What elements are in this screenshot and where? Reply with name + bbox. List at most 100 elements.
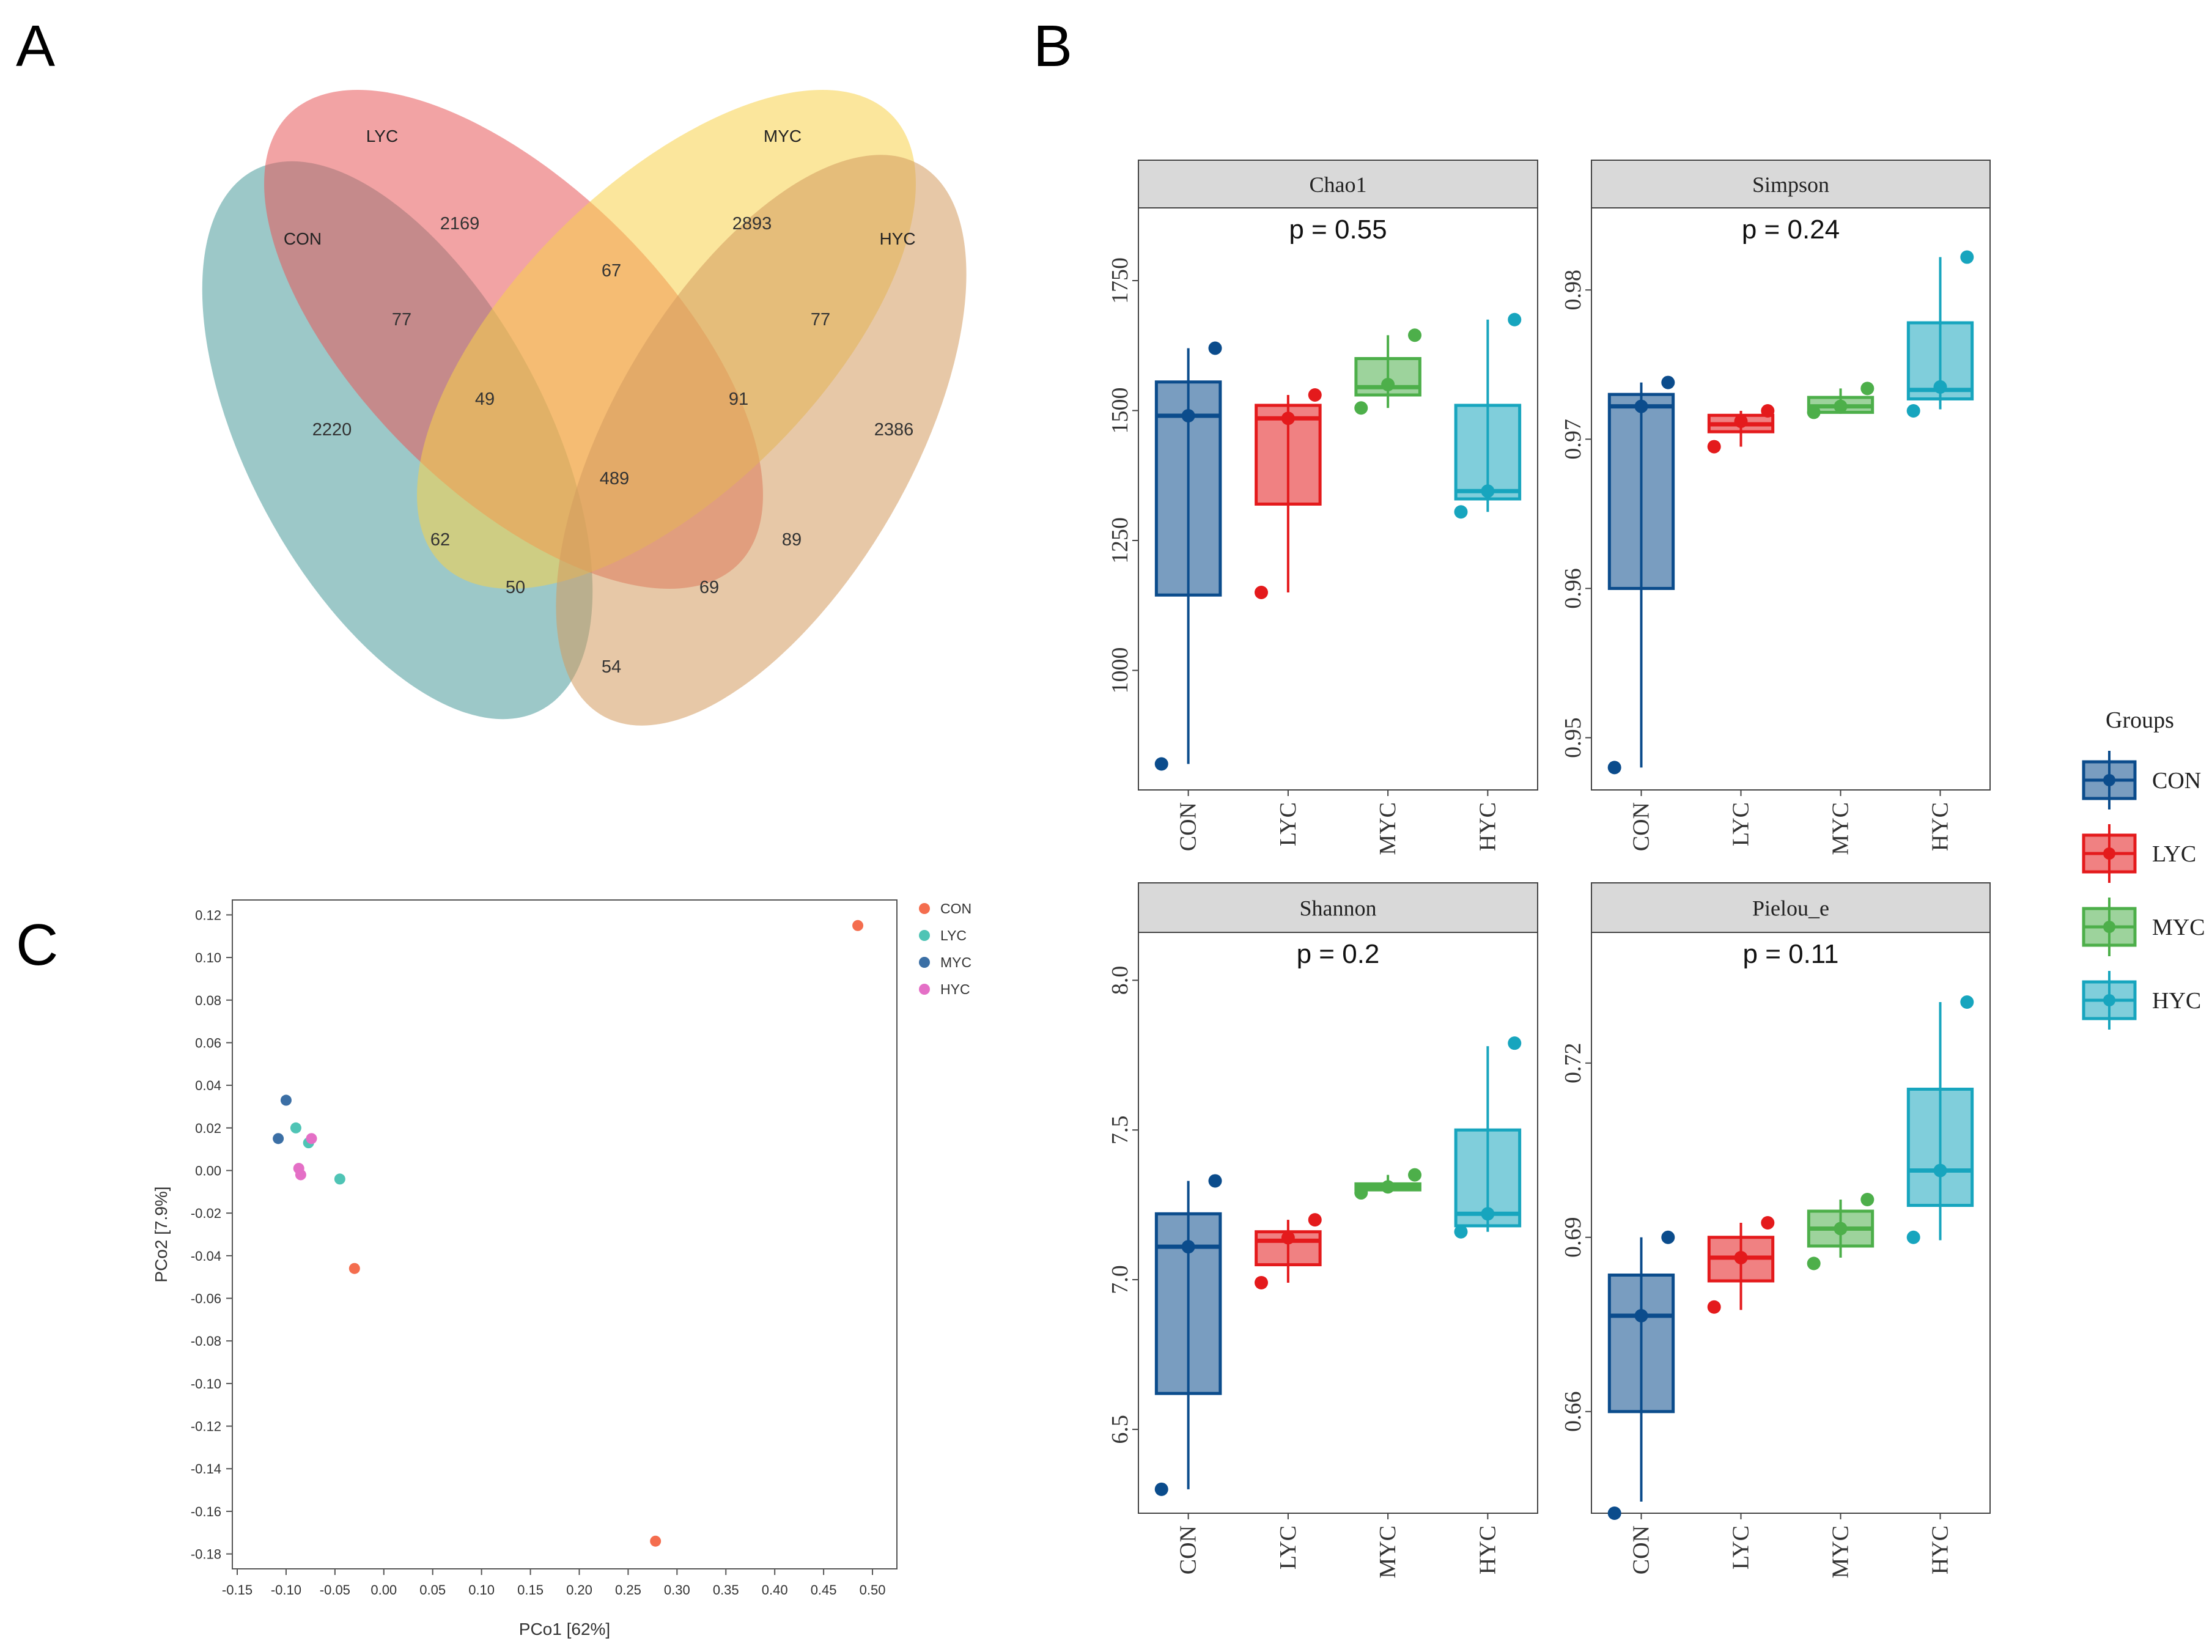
data-point xyxy=(1208,341,1222,355)
legend-label: CON xyxy=(2152,768,2201,794)
box-myc xyxy=(1807,382,1875,419)
legend-point xyxy=(2103,994,2115,1006)
data-point xyxy=(1354,401,1368,415)
venn-count-lyc-hyc: 89 xyxy=(782,530,802,550)
facet-strip xyxy=(1138,882,1538,933)
legend-item-hyc: HYC xyxy=(2082,971,2201,1030)
legend-point xyxy=(2103,921,2115,933)
data-point xyxy=(1454,1225,1468,1239)
panel-label-a: A xyxy=(16,13,55,79)
point-hyc xyxy=(306,1133,317,1145)
venn-panel: A CON LYC MYC HYC 2220 2169 2893 2386 77 67 77 49 9… xyxy=(16,13,967,726)
legend-point xyxy=(2103,774,2115,786)
data-point xyxy=(1807,1256,1821,1270)
data-point xyxy=(1761,404,1775,418)
x-tick-label: CON xyxy=(1629,802,1654,851)
legend-item-con: CON xyxy=(919,901,971,916)
legend-marker xyxy=(919,903,930,914)
legend-title: Groups xyxy=(2106,707,2174,733)
venn-count-lyc-myc: 67 xyxy=(602,261,621,281)
y-tick-label: 1250 xyxy=(1107,517,1133,564)
box-iqr xyxy=(1607,393,1675,590)
y-tick-label: -0.16 xyxy=(191,1504,221,1519)
venn-set-labels: CON LYC MYC HYC xyxy=(284,127,916,248)
y-tick-label: 0.66 xyxy=(1560,1392,1586,1433)
facet-title: Chao1 xyxy=(1310,172,1367,197)
data-point xyxy=(1381,1180,1395,1194)
data-point xyxy=(1634,399,1648,413)
legend-item-myc: MYC xyxy=(919,954,971,970)
y-tick-label: 0.69 xyxy=(1560,1217,1586,1258)
legend-label: MYC xyxy=(940,954,971,970)
data-point xyxy=(1454,505,1468,519)
y-tick-label: -0.04 xyxy=(191,1248,221,1264)
facet-title: Pielou_e xyxy=(1752,896,1829,921)
y-tick-label: 0.10 xyxy=(195,950,221,965)
x-tick-label: 0.50 xyxy=(860,1582,886,1598)
facet-shannon: Shannon p = 0.2 6.5 7.0 7.5 8.0 CON LYC MYC HYC xyxy=(1107,882,1538,1579)
box-con xyxy=(1154,341,1222,771)
data-point xyxy=(1354,1186,1368,1200)
box-lyc xyxy=(1254,388,1322,599)
data-point xyxy=(1308,1213,1322,1227)
y-tick-label: 0.06 xyxy=(195,1035,221,1050)
y-tick-label: 7.5 xyxy=(1107,1115,1133,1145)
x-tick-label: CON xyxy=(1629,1525,1654,1574)
x-tick-label: MYC xyxy=(1375,802,1401,855)
y-tick-label: 0.08 xyxy=(195,993,221,1008)
facet-chao1: Chao1 p = 0.55 1000 1250 1500 1750 CON LYC MYC HY… xyxy=(1107,160,1538,855)
x-tick-label: 0.00 xyxy=(371,1582,397,1598)
facet-simpson: Simpson p = 0.24 0.95 0.96 0.97 0.98 CON LYC MYC… xyxy=(1560,160,1991,855)
box-hyc xyxy=(1906,250,1974,418)
data-point xyxy=(1481,1207,1495,1221)
p-value: p = 0.2 xyxy=(1297,939,1380,969)
x-tick-label: -0.05 xyxy=(320,1582,350,1598)
venn-count-myc-hyc: 77 xyxy=(811,310,830,330)
y-tick-label: 6.5 xyxy=(1107,1415,1133,1444)
p-value: p = 0.55 xyxy=(1289,215,1387,245)
point-con xyxy=(348,1263,360,1274)
data-point xyxy=(1408,328,1422,342)
venn-count-con-lyc-hyc: 69 xyxy=(699,578,719,597)
y-tick-label: 7.0 xyxy=(1107,1265,1133,1294)
venn-count-con: 2220 xyxy=(312,420,352,440)
box-lyc xyxy=(1707,404,1775,454)
data-point xyxy=(1933,380,1947,394)
y-tick-label: 0.95 xyxy=(1560,717,1586,758)
legend-label: LYC xyxy=(940,927,967,943)
data-point xyxy=(1408,1168,1422,1182)
data-point xyxy=(1933,1163,1947,1178)
facet-pielou_e: Pielou_ep = 0.11 0.66 0.69 0.72 CON LYC MYC HYC xyxy=(1560,882,1991,1579)
box-iqr xyxy=(1454,404,1522,501)
box-myc xyxy=(1807,1193,1875,1270)
data-point xyxy=(1834,1222,1848,1236)
data-point xyxy=(1281,411,1295,426)
data-point xyxy=(1761,1216,1775,1230)
y-tick-label: 0.72 xyxy=(1560,1043,1586,1084)
box-lyc xyxy=(1254,1213,1322,1289)
plot-frame xyxy=(232,899,898,1569)
venn-count-con-lyc-myc: 49 xyxy=(475,389,495,409)
data-point xyxy=(1208,1174,1222,1188)
data-point xyxy=(1381,378,1395,391)
data-point xyxy=(1634,1309,1648,1322)
venn-count-lyc: 2169 xyxy=(440,214,480,234)
legend-label: CON xyxy=(940,901,971,916)
x-tick-label: 0.10 xyxy=(468,1582,495,1598)
venn-count-lyc-myc-hyc: 91 xyxy=(729,389,748,409)
x-tick-label: CON xyxy=(1176,1525,1201,1574)
x-tick-label: 0.25 xyxy=(615,1582,641,1598)
box-hyc xyxy=(1454,312,1522,519)
point-myc xyxy=(273,1133,284,1145)
legend-point xyxy=(2103,847,2115,860)
x-tick-label: 0.45 xyxy=(811,1582,837,1598)
boxplot-facets: Chao1 p = 0.55 1000 1250 1500 1750 CON LYC MYC HY… xyxy=(1107,160,1991,1579)
x-tick-label: LYC xyxy=(1275,802,1301,846)
legend-item-myc: MYC xyxy=(2082,898,2205,956)
data-point xyxy=(1834,399,1848,413)
y-tick-label: -0.08 xyxy=(191,1333,221,1349)
facet-title: Simpson xyxy=(1752,172,1829,197)
y-tick-label: 0.04 xyxy=(195,1078,221,1093)
y-tick-label: -0.02 xyxy=(191,1206,221,1221)
legend-marker xyxy=(919,984,930,995)
